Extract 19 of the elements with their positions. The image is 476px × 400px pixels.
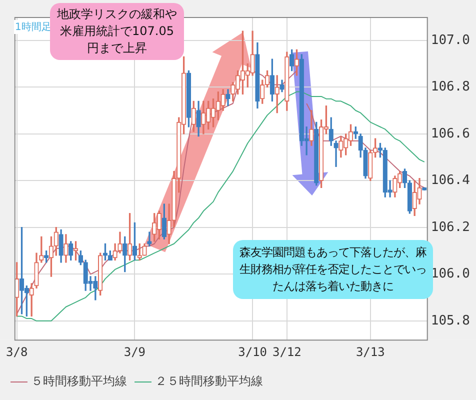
x-tick-label: 3/13 bbox=[356, 344, 385, 359]
y-tick-label: 106.4 bbox=[430, 173, 470, 188]
y-tick-label: 106.6 bbox=[430, 126, 470, 142]
annotation: 地政学リスクの緩和や米雇用統計で107.05円まで上昇 bbox=[50, 3, 184, 60]
legend-label: ５時間移動平均線 bbox=[31, 374, 127, 388]
x-tick-label: 3/10 bbox=[238, 344, 268, 359]
y-tick-label: 106.2 bbox=[430, 220, 470, 235]
y-tick-label: 107.0 bbox=[430, 32, 470, 48]
y-tick-label: 105.8 bbox=[430, 313, 470, 328]
candlestick bbox=[147, 232, 152, 246]
x-tick-label: 3/8 bbox=[6, 344, 28, 359]
y-tick-label: 106.8 bbox=[430, 80, 470, 95]
x-tick-label: 3/12 bbox=[272, 344, 302, 359]
legend-label: ２５時間移動平均線 bbox=[155, 374, 263, 388]
annotation: 1時間足 bbox=[14, 20, 52, 34]
x-tick-label: 3/9 bbox=[124, 344, 146, 359]
candlestick bbox=[334, 140, 338, 167]
annotation: 森友学園問題もあって下落したが、麻生財務相が辞任を否定したことでいったんは落ち着いた動きに bbox=[240, 246, 426, 293]
y-tick-label: 106.0 bbox=[430, 266, 470, 282]
